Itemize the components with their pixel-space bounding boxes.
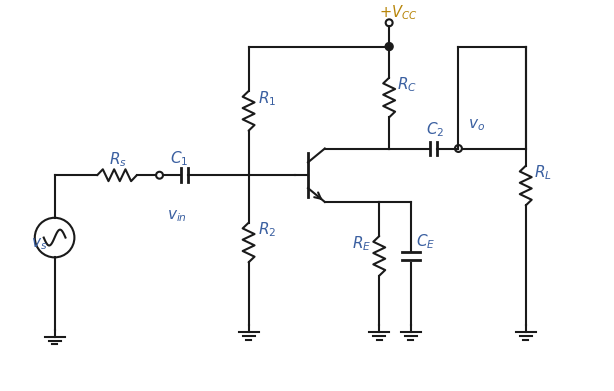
Text: $C_2$: $C_2$ — [426, 121, 444, 139]
Text: $R_E$: $R_E$ — [352, 234, 371, 253]
Text: $+V_{CC}$: $+V_{CC}$ — [379, 3, 418, 22]
Text: $R_L$: $R_L$ — [534, 164, 551, 182]
Text: $R_1$: $R_1$ — [257, 89, 276, 108]
Text: $v_o$: $v_o$ — [468, 118, 486, 133]
Text: $R_2$: $R_2$ — [257, 221, 276, 239]
Text: $v_s$: $v_s$ — [31, 237, 47, 252]
Circle shape — [156, 172, 163, 179]
Text: $R_C$: $R_C$ — [397, 75, 417, 94]
Text: $v_{in}$: $v_{in}$ — [168, 209, 187, 224]
Text: $C_1$: $C_1$ — [171, 149, 188, 168]
Circle shape — [455, 145, 462, 152]
Circle shape — [386, 19, 392, 26]
Text: $R_s$: $R_s$ — [109, 150, 127, 169]
Circle shape — [385, 43, 393, 50]
Text: $C_E$: $C_E$ — [416, 232, 435, 251]
